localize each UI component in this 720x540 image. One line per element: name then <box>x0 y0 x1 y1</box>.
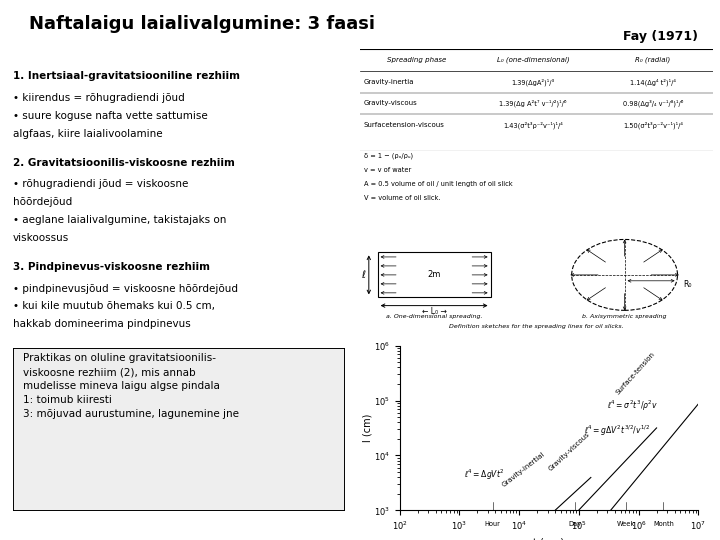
Text: • rõhugradiendi jõud = viskoosne: • rõhugradiendi jõud = viskoosne <box>13 179 189 190</box>
Text: algfaas, kiire laialivoolamine: algfaas, kiire laialivoolamine <box>13 129 163 139</box>
Text: Week: Week <box>616 521 635 526</box>
Text: a. One-dimensional spreading.: a. One-dimensional spreading. <box>386 314 482 319</box>
Text: R₀: R₀ <box>683 280 691 289</box>
Text: Month: Month <box>653 521 674 526</box>
Text: Gravity-inertial: Gravity-inertial <box>501 451 546 489</box>
Text: • pindpinevusjõud = viskoosne hõõrdejõud: • pindpinevusjõud = viskoosne hõõrdejõud <box>13 284 238 294</box>
Text: Surfacetension-viscous: Surfacetension-viscous <box>364 122 444 128</box>
Circle shape <box>572 239 678 310</box>
Text: 1. Inertsiaal-gravitatsiooniline rezhiim: 1. Inertsiaal-gravitatsiooniline rezhiim <box>13 71 240 82</box>
Text: hõõrdejõud: hõõrdejõud <box>13 197 72 207</box>
Text: R₀ (radial): R₀ (radial) <box>635 57 670 63</box>
Text: Definition sketches for the spreading lines for oil slicks.: Definition sketches for the spreading li… <box>449 325 624 329</box>
Text: Hour: Hour <box>485 521 500 526</box>
Text: Praktikas on oluline gravitatsioonilis-
viskoosne rezhiim (2), mis annab
mudelis: Praktikas on oluline gravitatsioonilis- … <box>23 353 239 419</box>
X-axis label: t (sec): t (sec) <box>534 538 564 540</box>
Text: • kui kile muutub õhemaks kui 0.5 cm,: • kui kile muutub õhemaks kui 0.5 cm, <box>13 301 215 312</box>
Text: 2. Gravitatsioonilis-viskoosne rezhiim: 2. Gravitatsioonilis-viskoosne rezhiim <box>13 158 235 168</box>
Text: viskoossus: viskoossus <box>13 233 69 243</box>
Text: • aeglane laialivalgumine, takistajaks on: • aeglane laialivalgumine, takistajaks o… <box>13 215 226 225</box>
Text: V = volume of oil slick.: V = volume of oil slick. <box>364 195 440 201</box>
Bar <box>377 252 490 298</box>
Text: 1.14(Δg⁴ t²)¹/⁴: 1.14(Δg⁴ t²)¹/⁴ <box>630 78 676 86</box>
Text: 1.39(Δg A²t⁷ v⁻¹/²)¹/⁶: 1.39(Δg A²t⁷ v⁻¹/²)¹/⁶ <box>499 100 567 107</box>
Text: Fay (1971): Fay (1971) <box>624 30 698 43</box>
Text: Surface-tension: Surface-tension <box>615 351 656 396</box>
Text: δ = 1 − (ρₒ/ρᵤ): δ = 1 − (ρₒ/ρᵤ) <box>364 153 413 159</box>
Text: Gravity-inertia: Gravity-inertia <box>364 79 414 85</box>
Text: hakkab domineerima pindpinevus: hakkab domineerima pindpinevus <box>13 319 191 329</box>
Text: L₀ (one-dimensional): L₀ (one-dimensional) <box>497 57 570 63</box>
Text: Day: Day <box>569 521 582 526</box>
Text: ℓ: ℓ <box>361 270 365 280</box>
Text: A = 0.5 volume of oil / unit length of oil slick: A = 0.5 volume of oil / unit length of o… <box>364 181 512 187</box>
Text: Gravity-viscous: Gravity-viscous <box>364 100 418 106</box>
Text: ← L₀ →: ← L₀ → <box>422 307 446 316</box>
Text: • suure koguse nafta vette sattumise: • suure koguse nafta vette sattumise <box>13 111 207 121</box>
Text: Spreading phase: Spreading phase <box>387 57 446 63</box>
Text: 3. Pindpinevus-viskoosne rezhiim: 3. Pindpinevus-viskoosne rezhiim <box>13 262 210 272</box>
Text: Naftalaigu laialivalgumine: 3 faasi: Naftalaigu laialivalgumine: 3 faasi <box>29 15 375 33</box>
Y-axis label: l (cm): l (cm) <box>362 414 372 442</box>
Text: $\ell^4 = \sigma^2 t^3 / \rho^2 v$: $\ell^4 = \sigma^2 t^3 / \rho^2 v$ <box>608 399 659 413</box>
Text: 1.50(σ²t³ρ⁻²v⁻¹)¹/⁴: 1.50(σ²t³ρ⁻²v⁻¹)¹/⁴ <box>623 122 683 129</box>
Text: 1.39(ΔgA²)¹/³: 1.39(ΔgA²)¹/³ <box>511 78 554 86</box>
Text: $\ell^4 = g \Delta V^2 t^{3/2} / v^{1/2}$: $\ell^4 = g \Delta V^2 t^{3/2} / v^{1/2}… <box>584 424 649 438</box>
Text: $\ell^4 = \Delta g V t^2$: $\ell^4 = \Delta g V t^2$ <box>464 467 505 482</box>
Text: 0.98(Δg³/₄ v⁻¹/⁸)¹/⁶: 0.98(Δg³/₄ v⁻¹/⁸)¹/⁶ <box>623 100 683 107</box>
Text: 1.43(σ²t³ρ⁻²v⁻¹)¹/⁴: 1.43(σ²t³ρ⁻²v⁻¹)¹/⁴ <box>503 122 563 129</box>
Text: v = v of water: v = v of water <box>364 167 411 173</box>
Text: b. Axisymmetric spreading: b. Axisymmetric spreading <box>582 314 667 319</box>
Text: 2m: 2m <box>428 271 441 279</box>
Text: • kiirendus = rõhugradiendi jõud: • kiirendus = rõhugradiendi jõud <box>13 93 185 103</box>
Text: Gravity-viscous: Gravity-viscous <box>548 431 591 472</box>
